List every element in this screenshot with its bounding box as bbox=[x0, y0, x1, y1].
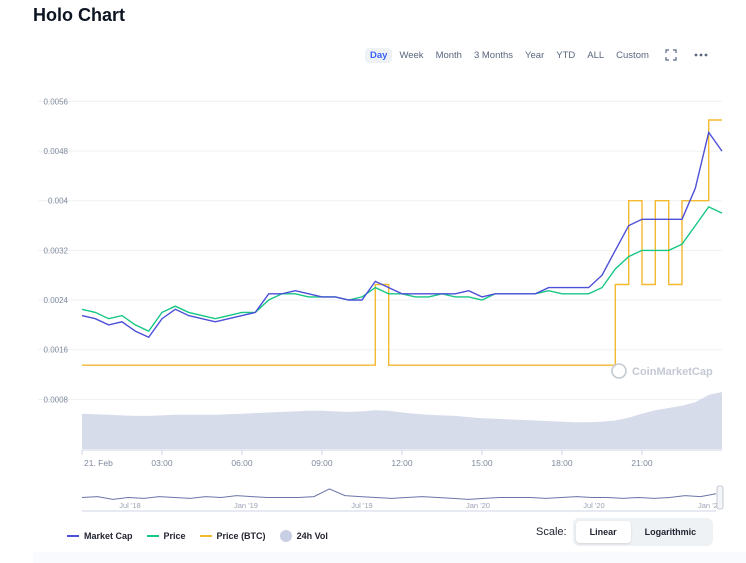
footer-strip bbox=[33, 552, 746, 563]
range-selector: Day Week Month 3 Months Year YTD ALL Cus… bbox=[365, 46, 710, 64]
x-tick-label: 21. Feb bbox=[84, 458, 113, 468]
chart-series bbox=[81, 119, 723, 366]
more-dots-icon bbox=[694, 53, 708, 57]
x-tick-label: 21:00 bbox=[631, 458, 653, 468]
y-tick-label: 0.0016 bbox=[44, 346, 69, 355]
x-tick-label: 18:00 bbox=[551, 458, 573, 468]
range-all-button[interactable]: ALL bbox=[587, 49, 605, 61]
navigator-label: Jan '20 bbox=[466, 501, 490, 510]
chart-legend: Market Cap Price Price (BTC) 24h Vol bbox=[67, 530, 342, 542]
navigator-label: Jan '21 bbox=[698, 501, 722, 510]
price-chart[interactable]: 0.0008 0.0016 0.0024 0.0032 0.004 0.0048 0.005… bbox=[0, 0, 746, 520]
time-navigator[interactable]: Jul '18 Jan '19 Jul '19 Jan '20 Jul '20 Jan '… bbox=[81, 484, 724, 512]
fullscreen-icon[interactable] bbox=[662, 46, 680, 64]
market-cap-line bbox=[81, 130, 723, 339]
watermark-text: CoinMarketCap bbox=[632, 366, 713, 378]
scale-label: Scale: bbox=[536, 526, 567, 538]
x-tick-label: 12:00 bbox=[391, 458, 413, 468]
navigator-line bbox=[81, 488, 717, 500]
legend-price-btc-label: Price (BTC) bbox=[216, 531, 266, 541]
y-tick-label: 0.0032 bbox=[44, 246, 69, 255]
range-week-button[interactable]: Week bbox=[399, 49, 424, 61]
x-tick-label: 15:00 bbox=[471, 458, 493, 468]
x-tick-label: 06:00 bbox=[231, 458, 253, 468]
coinmarketcap-logo-icon bbox=[611, 363, 627, 379]
range-ytd-button[interactable]: YTD bbox=[556, 49, 576, 61]
legend-market-cap-label: Market Cap bbox=[84, 531, 133, 541]
legend-price-swatch bbox=[146, 535, 159, 537]
y-tick-label: 0.0008 bbox=[44, 395, 69, 404]
y-tick-label: 0.0024 bbox=[44, 296, 69, 305]
navigator-label: Jul '20 bbox=[583, 501, 604, 510]
y-axis-ticks: 0.0008 0.0016 0.0024 0.0032 0.004 0.0048 0.005… bbox=[44, 97, 69, 404]
price-line bbox=[81, 206, 723, 332]
price-btc-line bbox=[82, 119, 722, 366]
legend-price-btc-swatch bbox=[199, 535, 212, 537]
scale-linear-button[interactable]: Linear bbox=[575, 521, 631, 543]
scale-control: Scale: Linear Logarithmic bbox=[536, 518, 714, 546]
legend-market-cap-swatch bbox=[67, 535, 79, 537]
x-tick-label: 09:00 bbox=[311, 458, 333, 468]
scale-toggle: Linear Logarithmic bbox=[572, 518, 714, 546]
y-tick-label: 0.0048 bbox=[44, 147, 69, 156]
range-month-button[interactable]: Month bbox=[435, 49, 462, 61]
volume-series-area bbox=[82, 392, 722, 449]
coinmarketcap-watermark: CoinMarketCap bbox=[611, 363, 713, 379]
legend-market-cap[interactable]: Market Cap bbox=[67, 531, 133, 541]
range-year-button[interactable]: Year bbox=[525, 49, 545, 61]
y-tick-label: 0.004 bbox=[48, 197, 69, 206]
legend-24h-vol-label: 24h Vol bbox=[296, 531, 328, 541]
navigator-handle[interactable] bbox=[716, 485, 724, 510]
scale-logarithmic-button[interactable]: Logarithmic bbox=[644, 527, 697, 537]
range-3-months-button[interactable]: 3 Months bbox=[473, 49, 514, 61]
legend-price[interactable]: Price bbox=[146, 531, 186, 541]
range-day-button[interactable]: Day bbox=[365, 47, 393, 63]
legend-24h-vol[interactable]: 24h Vol bbox=[279, 530, 328, 542]
chart-grid bbox=[38, 100, 722, 400]
range-custom-button[interactable]: Custom bbox=[616, 49, 649, 61]
navigator-label: Jul '18 bbox=[119, 501, 140, 510]
legend-24h-vol-swatch bbox=[279, 530, 292, 542]
fullscreen-icon-graphic bbox=[665, 49, 677, 61]
x-axis: 21. Feb 03:00 06:00 09:00 12:00 15:00 18:00 21:… bbox=[81, 449, 722, 468]
page-title: Holo Chart bbox=[33, 5, 125, 25]
legend-price-label: Price bbox=[163, 531, 186, 541]
x-tick-label: 03:00 bbox=[151, 458, 173, 468]
y-tick-label: 0.0056 bbox=[44, 97, 69, 106]
legend-price-btc[interactable]: Price (BTC) bbox=[199, 531, 266, 541]
volume-area bbox=[82, 392, 722, 449]
navigator-label: Jan '19 bbox=[234, 501, 258, 510]
navigator-label: Jul '19 bbox=[351, 501, 372, 510]
more-icon[interactable] bbox=[692, 46, 710, 64]
